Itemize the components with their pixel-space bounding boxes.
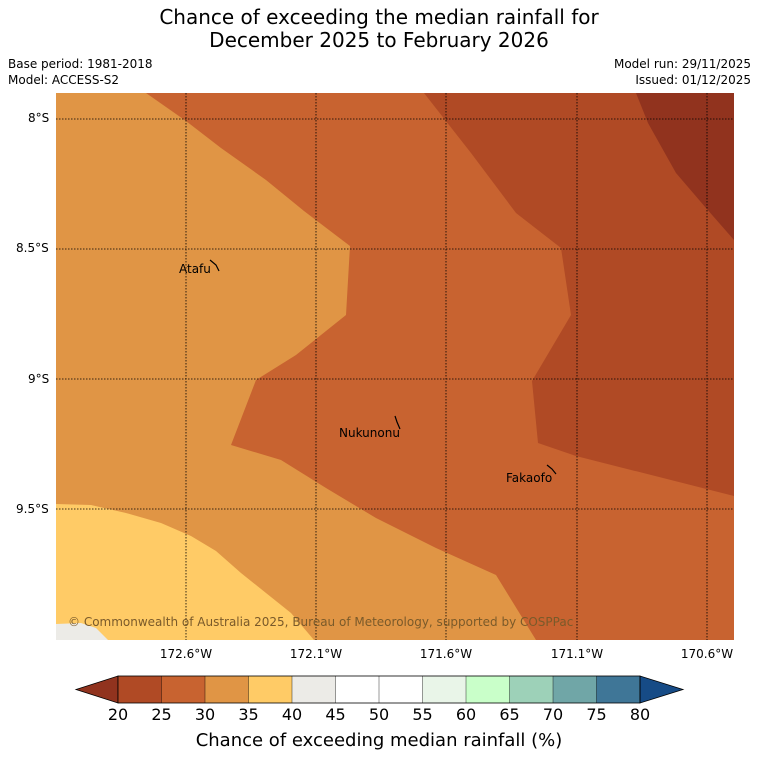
colorbar-segment xyxy=(161,676,205,703)
lon-label-171-1w: 171.1°W xyxy=(550,647,604,661)
title-line-1: Chance of exceeding the median rainfall … xyxy=(159,5,599,29)
fakaofo-island xyxy=(546,464,557,475)
zone-35-40 xyxy=(56,504,314,640)
colorbar-title: Chance of exceeding median rainfall (%) xyxy=(195,730,563,751)
colorbar-tick-label: 75 xyxy=(586,705,607,724)
lon-label-170-6w: 170.6°W xyxy=(680,647,734,661)
zone-40-45 xyxy=(56,623,108,640)
colorbar-tick-label: 65 xyxy=(499,705,520,724)
place-label-nukunonu: Nukunonu xyxy=(339,426,400,440)
copyright-notice: © Commonwealth of Australia 2025, Bureau… xyxy=(68,615,573,629)
colorbar-tick-label: 80 xyxy=(629,705,651,724)
colorbar-tick-label: 60 xyxy=(455,705,477,724)
colorbar-segment xyxy=(205,676,249,703)
colorbar-tick-label: 45 xyxy=(325,705,346,724)
colorbar-extend-low xyxy=(74,675,119,704)
colorbar-tick-label: 50 xyxy=(368,705,390,724)
base-period: Base period: 1981-2018 xyxy=(8,57,153,71)
nukunonu-island xyxy=(394,415,401,430)
lon-label-172-1w: 172.1°W xyxy=(289,647,343,661)
zone-20-25 xyxy=(424,93,734,496)
colorbar-segment xyxy=(466,676,510,703)
lat-label-8-5s: 8.5°S xyxy=(16,241,49,255)
issued-date: Issued: 01/12/2025 xyxy=(635,73,751,87)
lat-label-9-5s: 9.5°S xyxy=(16,502,49,516)
graticule xyxy=(56,93,734,640)
rainfall-map: Atafu Nukunonu Fakaofo © Commonwealth of… xyxy=(56,93,734,640)
lat-label-9s: 9°S xyxy=(28,372,50,386)
model-run: Model run: 29/11/2025 xyxy=(613,57,751,71)
colorbar-segment xyxy=(118,676,162,703)
colorbar-segment xyxy=(379,676,423,703)
lat-label-8s: 8°S xyxy=(28,111,50,125)
colorbar-segment xyxy=(335,676,379,703)
colorbar-extend-high xyxy=(639,675,685,704)
colorbar-segment xyxy=(596,676,640,703)
colorbar-segment xyxy=(292,676,336,703)
colorbar-tick-label: 30 xyxy=(194,705,216,724)
colorbar-segment xyxy=(248,676,292,703)
colorbar-tick-label: 25 xyxy=(151,705,172,724)
colorbar-tick-label: 35 xyxy=(238,705,259,724)
title-line-2: December 2025 to February 2026 xyxy=(209,28,549,52)
colorbar-tick-label: 70 xyxy=(542,705,564,724)
place-label-fakaofo: Fakaofo xyxy=(506,471,552,485)
zone-below-20 xyxy=(636,93,734,240)
islands xyxy=(209,259,557,475)
atafu-island xyxy=(209,259,220,272)
colorbar xyxy=(74,675,685,704)
lon-label-172-6w: 172.6°W xyxy=(159,647,213,661)
place-label-atafu: Atafu xyxy=(179,262,211,276)
colorbar-tick-label: 55 xyxy=(412,705,433,724)
colorbar-segment xyxy=(422,676,466,703)
colorbar-tick-label: 20 xyxy=(107,705,129,724)
lon-label-171-6w: 171.6°W xyxy=(419,647,473,661)
colorbar-segment xyxy=(553,676,597,703)
model-name: Model: ACCESS-S2 xyxy=(8,73,120,87)
colorbar-segment xyxy=(509,676,553,703)
colorbar-tick-label: 40 xyxy=(281,705,303,724)
